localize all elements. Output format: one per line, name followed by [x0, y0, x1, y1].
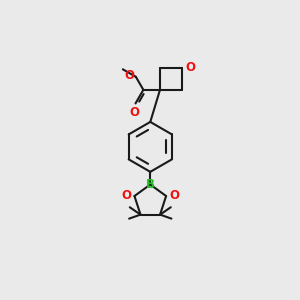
Text: B: B: [146, 178, 155, 191]
Text: O: O: [185, 61, 195, 74]
Text: O: O: [129, 106, 139, 119]
Text: O: O: [169, 189, 179, 202]
Text: O: O: [122, 189, 131, 202]
Text: O: O: [124, 69, 134, 82]
